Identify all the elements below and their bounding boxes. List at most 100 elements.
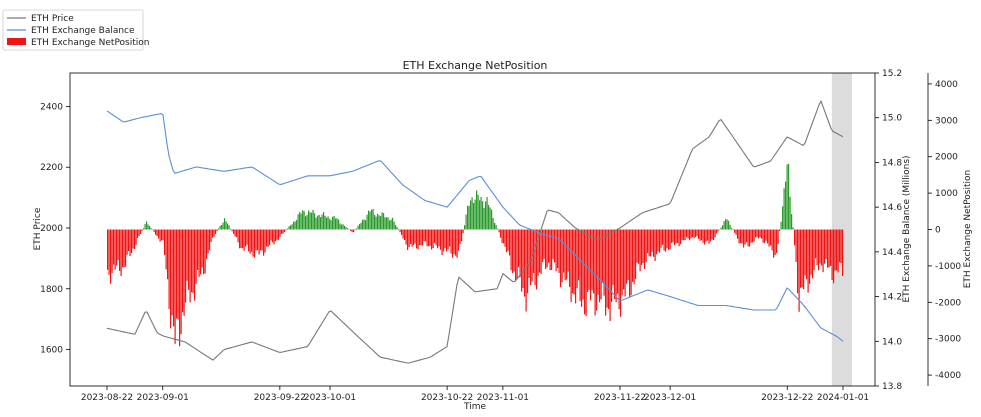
netposition-bar xyxy=(312,209,314,230)
netposition-bar xyxy=(350,229,352,231)
netposition-bar xyxy=(413,229,415,245)
netposition-bar xyxy=(770,229,772,246)
netposition-bar xyxy=(524,229,526,297)
netposition-bar xyxy=(155,229,157,235)
netposition-bar xyxy=(422,229,424,246)
netposition-bar xyxy=(539,229,541,273)
netposition-bar xyxy=(681,229,683,240)
netposition-bar xyxy=(636,229,638,263)
netposition-bar xyxy=(369,211,371,230)
netposition-bar xyxy=(500,229,502,238)
netposition-bar xyxy=(165,229,167,270)
netposition-bar xyxy=(425,229,427,242)
netposition-bar xyxy=(231,229,233,232)
left-axis-label: ETH Price xyxy=(33,207,43,250)
netposition-bar xyxy=(504,229,506,247)
netposition-bar xyxy=(368,210,370,230)
netposition-bar xyxy=(234,229,236,237)
netposition-bar xyxy=(680,229,682,245)
netposition-bar xyxy=(128,229,130,251)
netposition-bar xyxy=(261,229,263,251)
netposition-bar xyxy=(698,229,700,239)
netposition-bar xyxy=(320,217,322,230)
netposition-bar xyxy=(606,229,608,308)
left-tick-label: 1600 xyxy=(40,346,63,356)
netposition-bar xyxy=(747,229,749,247)
netposition-bar xyxy=(626,229,628,284)
netposition-bar xyxy=(167,229,169,280)
x-axis: 2023-08-22 2023-09-01 2023-09-222023-10-01… xyxy=(81,386,869,403)
netposition-bar xyxy=(137,229,139,238)
netposition-bar xyxy=(809,229,811,284)
netposition-bar xyxy=(728,220,730,230)
netposition-bar xyxy=(807,229,809,293)
netposition-bar xyxy=(174,229,176,344)
legend-swatch-netposition xyxy=(7,38,26,45)
netposition-bar xyxy=(558,229,560,273)
netposition-bar xyxy=(575,229,577,304)
netposition-bar xyxy=(282,229,284,234)
netposition-bar xyxy=(110,229,112,284)
netposition-bar xyxy=(582,229,584,300)
netposition-bar xyxy=(684,229,686,240)
netposition-bar xyxy=(419,229,421,246)
netposition-bar xyxy=(455,229,457,256)
x-tick-label: 2023-09-01 xyxy=(137,393,189,403)
netposition-bar xyxy=(764,229,766,244)
netposition-bar xyxy=(834,229,836,271)
netposition-bar xyxy=(134,229,136,250)
netposition-bar xyxy=(629,229,631,298)
netposition-bar xyxy=(164,229,166,256)
netposition-bar xyxy=(741,229,743,244)
netposition-bar xyxy=(624,229,626,297)
netposition-bar xyxy=(216,229,218,231)
netposition-bar xyxy=(456,229,458,258)
netposition-bar xyxy=(236,229,238,238)
netposition-bar xyxy=(122,229,124,268)
x-tick-label: 2023-08-22 xyxy=(81,393,133,403)
netposition-bar xyxy=(333,216,335,230)
netposition-bar xyxy=(750,229,752,243)
netposition-bar xyxy=(308,210,310,230)
netposition-bar xyxy=(158,229,160,239)
netposition-bar xyxy=(389,220,391,230)
netposition-bar xyxy=(365,220,367,230)
netposition-bar xyxy=(408,229,410,248)
netposition-bar xyxy=(392,217,394,230)
netposition-bar xyxy=(347,228,349,230)
netposition-bar xyxy=(758,229,760,239)
netposition-bar xyxy=(740,229,742,244)
netposition-bar xyxy=(798,229,800,312)
netposition-bar xyxy=(273,229,275,245)
netposition-bar xyxy=(723,221,725,230)
netposition-bar xyxy=(816,229,818,266)
netposition-bar xyxy=(776,229,778,253)
netposition-bar xyxy=(332,216,334,230)
netposition-bar xyxy=(315,217,317,230)
netposition-bar xyxy=(192,229,194,294)
netposition-bar xyxy=(537,229,539,276)
netposition-bar xyxy=(746,229,748,243)
netposition-bar xyxy=(674,229,676,246)
netposition-bar xyxy=(501,229,503,243)
netposition-bar xyxy=(390,219,392,230)
netposition-bar xyxy=(171,229,173,316)
netposition-bar xyxy=(645,229,647,263)
netposition-bar xyxy=(467,205,469,230)
netposition-bar xyxy=(444,229,446,249)
netposition-bar xyxy=(522,229,524,289)
netposition-bar xyxy=(159,229,161,242)
netposition-bar xyxy=(218,228,220,230)
netposition-bar xyxy=(774,229,776,256)
netposition-bar xyxy=(599,229,601,303)
netposition-bar xyxy=(516,229,518,280)
netposition-bar xyxy=(596,229,598,311)
netposition-bar xyxy=(111,229,113,274)
netposition-bar xyxy=(761,229,763,239)
netposition-bar xyxy=(548,229,550,263)
netposition-bar xyxy=(470,200,472,230)
netposition-bar xyxy=(213,229,215,237)
netposition-bar xyxy=(255,229,257,251)
netposition-bar xyxy=(735,229,737,235)
netposition-bar xyxy=(404,229,406,240)
